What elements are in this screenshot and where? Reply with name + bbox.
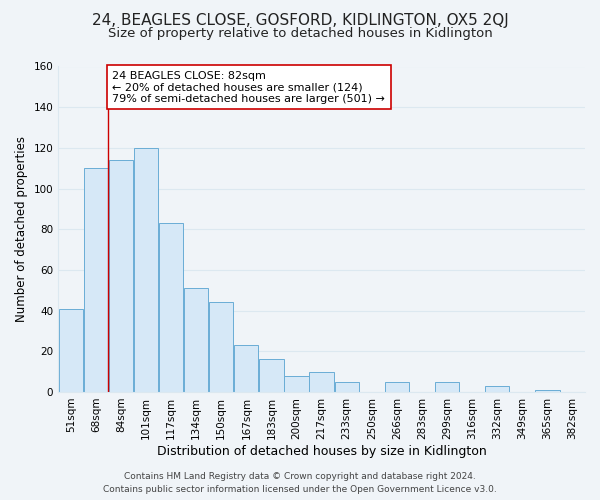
Bar bbox=[59, 308, 83, 392]
Bar bbox=[184, 288, 208, 392]
Bar bbox=[234, 345, 259, 392]
Bar bbox=[134, 148, 158, 392]
Bar bbox=[83, 168, 108, 392]
Bar bbox=[435, 382, 459, 392]
Text: 24, BEAGLES CLOSE, GOSFORD, KIDLINGTON, OX5 2QJ: 24, BEAGLES CLOSE, GOSFORD, KIDLINGTON, … bbox=[92, 12, 508, 28]
Bar bbox=[159, 223, 183, 392]
Bar bbox=[284, 376, 308, 392]
Bar bbox=[109, 160, 133, 392]
Text: Contains HM Land Registry data © Crown copyright and database right 2024.
Contai: Contains HM Land Registry data © Crown c… bbox=[103, 472, 497, 494]
Bar bbox=[335, 382, 359, 392]
Bar bbox=[259, 360, 284, 392]
Bar bbox=[485, 386, 509, 392]
Text: 24 BEAGLES CLOSE: 82sqm
← 20% of detached houses are smaller (124)
79% of semi-d: 24 BEAGLES CLOSE: 82sqm ← 20% of detache… bbox=[112, 70, 385, 104]
X-axis label: Distribution of detached houses by size in Kidlington: Distribution of detached houses by size … bbox=[157, 444, 487, 458]
Bar bbox=[209, 302, 233, 392]
Y-axis label: Number of detached properties: Number of detached properties bbox=[15, 136, 28, 322]
Bar bbox=[310, 372, 334, 392]
Bar bbox=[535, 390, 560, 392]
Text: Size of property relative to detached houses in Kidlington: Size of property relative to detached ho… bbox=[107, 28, 493, 40]
Bar bbox=[385, 382, 409, 392]
